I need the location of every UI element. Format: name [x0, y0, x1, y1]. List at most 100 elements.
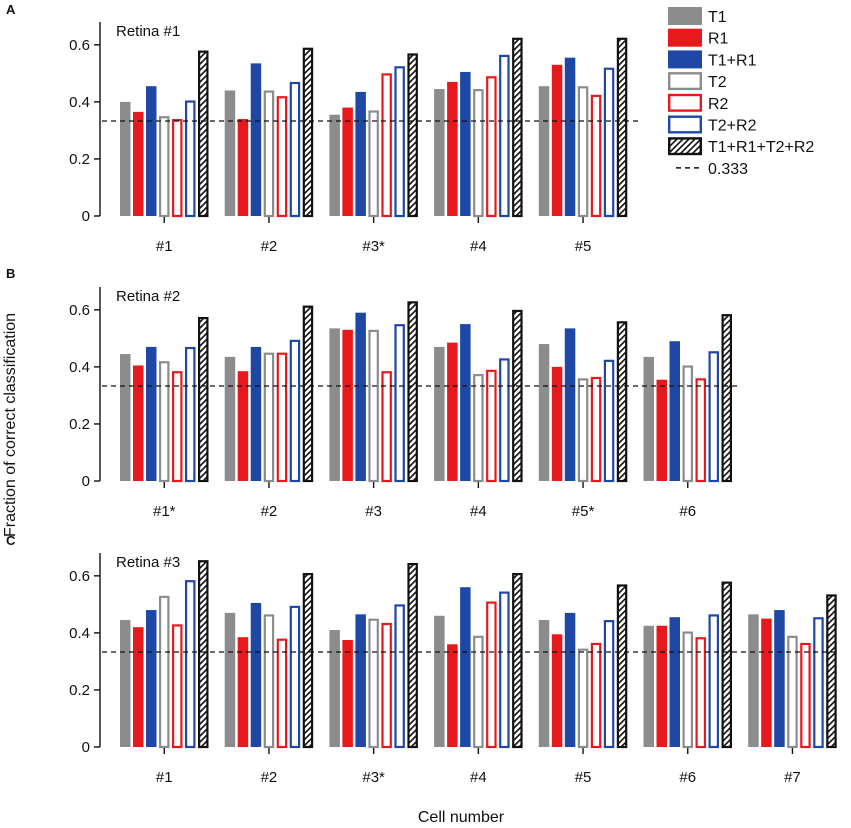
- bar: [473, 89, 484, 218]
- bar: [120, 620, 131, 747]
- bar: [120, 101, 131, 216]
- bar: [224, 356, 236, 481]
- bar: [590, 376, 602, 483]
- bar: [538, 344, 550, 481]
- bar: [512, 572, 523, 749]
- legend-swatch: [668, 28, 702, 47]
- bar: [159, 361, 170, 483]
- y-axis-label: Fraction of correct classification: [2, 313, 19, 537]
- bar: [590, 642, 602, 749]
- bar: [368, 329, 379, 483]
- bar: [813, 617, 824, 749]
- bar: [302, 305, 314, 483]
- bar: [460, 71, 471, 216]
- y-tick-label: 0: [82, 739, 90, 756]
- bar: [407, 53, 418, 218]
- bar: [551, 634, 563, 747]
- legend-swatch: [668, 137, 703, 156]
- legend-label: T1+R1: [708, 52, 757, 69]
- bar: [198, 316, 209, 483]
- bar: [538, 86, 550, 216]
- bar: [499, 54, 510, 218]
- bar: [237, 371, 249, 481]
- bar: [512, 37, 523, 218]
- panel-title: Retina #1: [116, 23, 180, 40]
- bar: [133, 627, 144, 747]
- bar: [394, 604, 405, 749]
- bar: [616, 321, 628, 483]
- legend-label: R2: [708, 96, 729, 113]
- bar: [603, 67, 615, 218]
- bar: [224, 90, 236, 216]
- bar: [669, 617, 680, 747]
- bar: [250, 602, 262, 747]
- bar: [237, 119, 249, 216]
- bar: [551, 366, 563, 481]
- bar: [473, 635, 484, 749]
- bar: [577, 648, 589, 749]
- bar: [695, 637, 706, 749]
- bar: [564, 57, 576, 216]
- bar: [564, 612, 576, 747]
- y-tick-label: 0: [82, 473, 90, 490]
- x-tick-label: #5: [575, 238, 592, 255]
- bar: [172, 624, 183, 749]
- x-tick-label: #7: [784, 769, 801, 786]
- bar: [289, 81, 301, 218]
- bar: [394, 66, 405, 218]
- panel-title: Retina #2: [116, 288, 180, 305]
- bar: [185, 100, 196, 218]
- bar: [329, 328, 340, 481]
- legend-swatch: [668, 72, 703, 91]
- bar: [774, 610, 785, 747]
- x-tick-label: #2: [261, 238, 278, 255]
- bar: [682, 365, 693, 483]
- legend-label: T1+R1+T2+R2: [708, 139, 814, 156]
- bar: [159, 595, 170, 749]
- bar: [748, 614, 759, 747]
- bar: [721, 314, 732, 483]
- bar: [276, 638, 288, 749]
- y-tick-label: 0.2: [69, 416, 90, 433]
- bar: [263, 614, 275, 749]
- panel-title: Retina #3: [116, 554, 180, 571]
- bar: [682, 631, 693, 749]
- legend-swatch: [668, 93, 703, 112]
- bar: [224, 612, 236, 747]
- bar: [499, 591, 510, 749]
- bar: [564, 328, 576, 481]
- bar: [447, 81, 458, 216]
- panel-a: A Retina #1 0 0.2 0.4 0.6 #1 #2 #3* #4 #5: [6, 2, 640, 255]
- legend-label: R1: [708, 31, 729, 48]
- x-tick-label: #5: [575, 769, 592, 786]
- bar: [394, 324, 405, 483]
- bar: [486, 601, 497, 749]
- bar: [669, 341, 680, 481]
- bar: [289, 605, 301, 749]
- bar: [198, 560, 209, 749]
- y-tick-label: 0.6: [69, 302, 90, 319]
- bar: [250, 63, 262, 216]
- bar: [590, 94, 602, 218]
- bar: [185, 580, 196, 749]
- bar: [447, 644, 458, 747]
- bar: [146, 346, 157, 481]
- bar: [826, 594, 837, 749]
- panel-c: C Retina #3 0 0.2 0.4 0.6 #1 #2 #3* #4 #5 #6 #7: [6, 533, 837, 786]
- legend-swatch: [668, 7, 702, 25]
- y-tick-label: 0: [82, 208, 90, 225]
- bar: [616, 37, 628, 218]
- bar: [146, 610, 157, 747]
- bar: [329, 114, 340, 216]
- y-tick-label: 0.4: [69, 359, 90, 376]
- bar: [159, 116, 170, 218]
- x-tick-label: #6: [679, 769, 696, 786]
- bar: [289, 339, 301, 483]
- bar: [120, 354, 131, 481]
- bar: [577, 86, 589, 218]
- bar: [695, 378, 706, 483]
- bar: [486, 369, 497, 483]
- x-tick-label: #1: [156, 238, 173, 255]
- bar: [381, 73, 392, 218]
- bar: [198, 50, 209, 218]
